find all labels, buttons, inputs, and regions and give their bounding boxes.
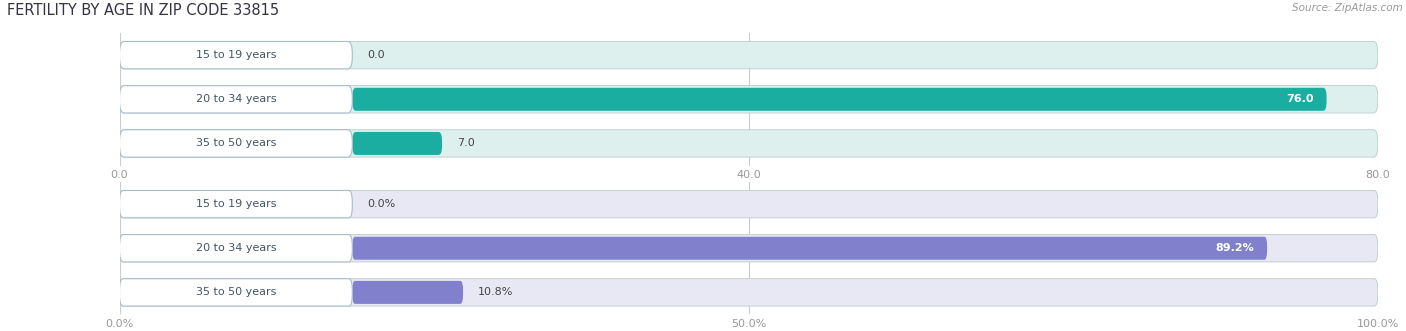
FancyBboxPatch shape	[120, 86, 1378, 113]
FancyBboxPatch shape	[120, 130, 1378, 157]
FancyBboxPatch shape	[353, 237, 1267, 260]
Text: 20 to 34 years: 20 to 34 years	[195, 94, 276, 104]
Text: Source: ZipAtlas.com: Source: ZipAtlas.com	[1292, 3, 1403, 13]
FancyBboxPatch shape	[120, 86, 353, 113]
FancyBboxPatch shape	[120, 190, 353, 218]
FancyBboxPatch shape	[120, 235, 353, 262]
Text: 35 to 50 years: 35 to 50 years	[195, 287, 276, 297]
Text: FERTILITY BY AGE IN ZIP CODE 33815: FERTILITY BY AGE IN ZIP CODE 33815	[7, 3, 280, 18]
FancyBboxPatch shape	[353, 281, 463, 304]
Text: 10.8%: 10.8%	[478, 287, 513, 297]
FancyBboxPatch shape	[120, 41, 1378, 69]
FancyBboxPatch shape	[120, 190, 1378, 218]
Text: 0.0: 0.0	[367, 50, 385, 60]
FancyBboxPatch shape	[120, 41, 353, 69]
Text: 0.0%: 0.0%	[367, 199, 395, 209]
FancyBboxPatch shape	[353, 88, 1327, 111]
Text: 76.0: 76.0	[1286, 94, 1315, 104]
Text: 35 to 50 years: 35 to 50 years	[195, 138, 276, 148]
FancyBboxPatch shape	[120, 130, 353, 157]
FancyBboxPatch shape	[353, 132, 441, 155]
FancyBboxPatch shape	[120, 235, 1378, 262]
Text: 15 to 19 years: 15 to 19 years	[195, 50, 276, 60]
Text: 15 to 19 years: 15 to 19 years	[195, 199, 276, 209]
Text: 7.0: 7.0	[457, 138, 475, 148]
Text: 20 to 34 years: 20 to 34 years	[195, 243, 276, 253]
Text: 89.2%: 89.2%	[1216, 243, 1254, 253]
FancyBboxPatch shape	[120, 279, 353, 306]
FancyBboxPatch shape	[120, 279, 1378, 306]
